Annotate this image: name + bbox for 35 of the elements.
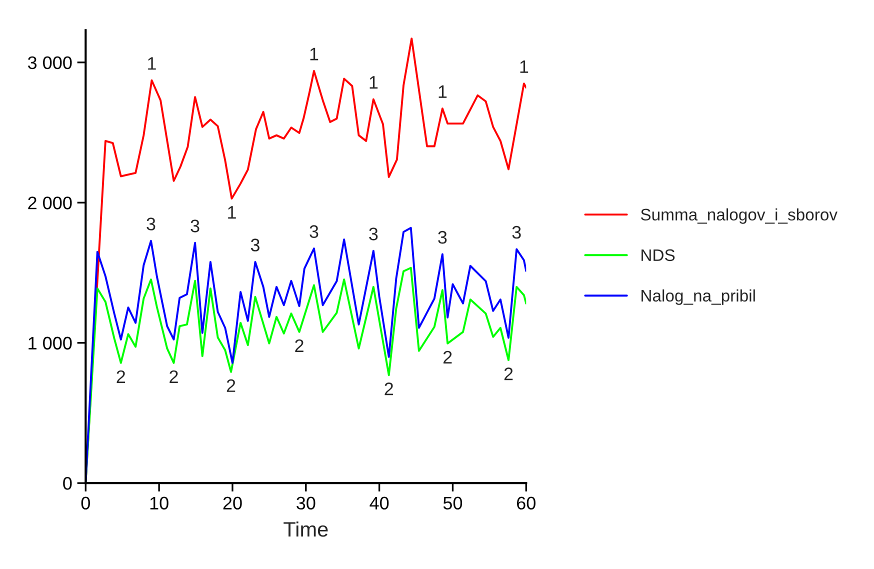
x-tick-label: 50 <box>443 496 462 510</box>
legend-label: Summa_nalogov_i_sborov <box>640 208 838 224</box>
annotation: 1 <box>228 206 236 219</box>
y-tick-label: 2 000 <box>28 196 72 210</box>
x-axis-title: Time <box>284 521 328 537</box>
annotation: 2 <box>295 339 304 352</box>
annotation: 3 <box>250 238 260 252</box>
annotation: 2 <box>504 368 513 380</box>
annotation: 3 <box>512 226 521 239</box>
x-tick-label: 40 <box>370 496 389 510</box>
annotation: 1 <box>438 85 447 98</box>
annotation: 3 <box>146 218 156 230</box>
y-tick-label: 3 000 <box>28 56 72 70</box>
x-tick-label: 10 <box>150 496 168 510</box>
annotation: 1 <box>520 60 528 73</box>
annotation: 3 <box>310 225 318 238</box>
legend-label: NDS <box>642 249 675 262</box>
x-tick-label: 20 <box>223 496 242 510</box>
x-tick-label: 60 <box>517 496 536 510</box>
annotation: 2 <box>170 370 178 383</box>
annotation: 2 <box>226 379 236 392</box>
annotation: 2 <box>116 370 126 383</box>
y-tick-label: 0 <box>63 477 72 490</box>
annotation: 1 <box>148 57 156 70</box>
annotation: 2 <box>443 350 452 364</box>
legend-label: Nalog_na_pribil <box>642 289 755 305</box>
annotation: 1 <box>370 76 378 89</box>
annotation: 3 <box>438 230 447 244</box>
annotation: 1 <box>310 48 318 60</box>
annotation: 3 <box>369 228 378 240</box>
y-tick-label: 1 000 <box>28 336 72 350</box>
x-tick-label: 30 <box>296 496 316 510</box>
annotation: 2 <box>384 382 393 396</box>
annotation: 3 <box>190 220 200 232</box>
x-tick-label: 0 <box>81 496 90 510</box>
